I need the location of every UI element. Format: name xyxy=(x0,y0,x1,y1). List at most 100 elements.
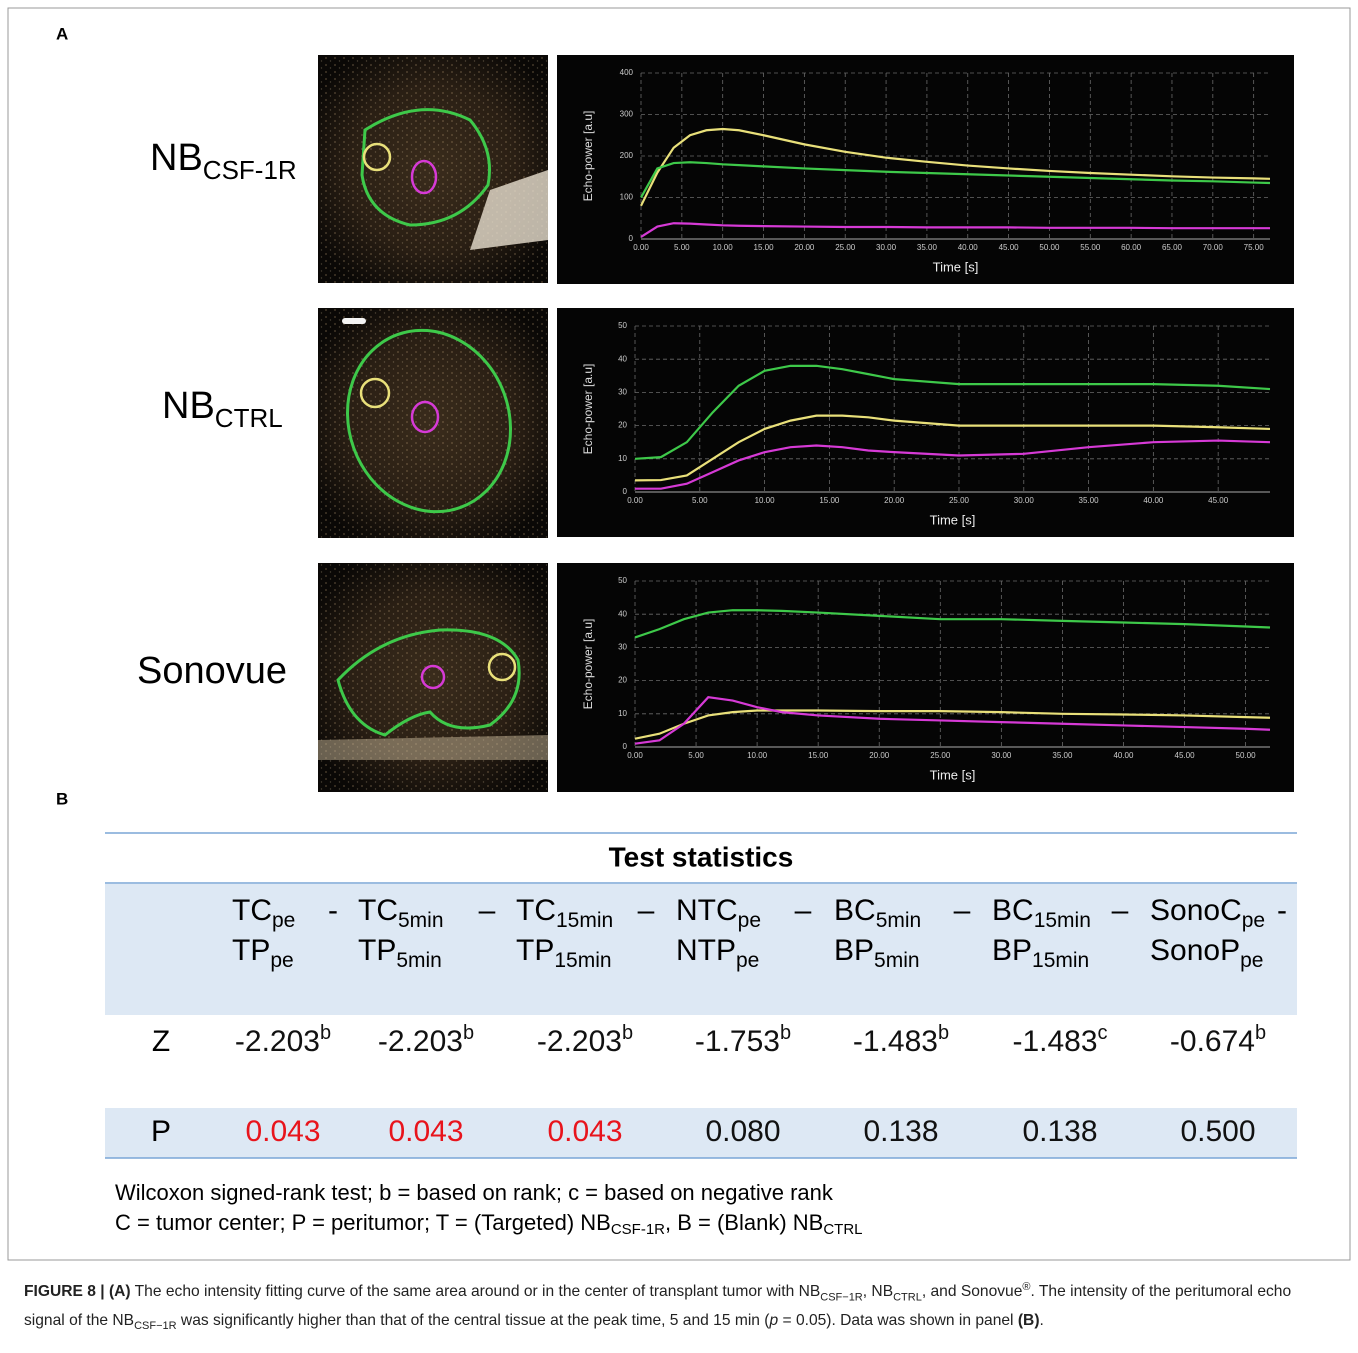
x-tick-label: 15.00 xyxy=(808,751,829,760)
x-tick-label: 45.00 xyxy=(999,243,1020,252)
row-label: Sonovue xyxy=(137,650,287,692)
header-sub: 5min xyxy=(876,909,922,932)
x-axis-label: Time [s] xyxy=(930,512,976,527)
y-tick-label: 50 xyxy=(618,576,627,585)
caption-text: CSF−1R xyxy=(134,1320,177,1332)
header-text: SonoP xyxy=(1150,934,1240,967)
footnote-sub: CTRL xyxy=(823,1221,862,1238)
cell-sup: b xyxy=(622,1022,633,1044)
y-tick-label: 10 xyxy=(618,454,627,463)
y-tick-label: 30 xyxy=(618,388,627,397)
y-axis-label: Echo-power [a.u] xyxy=(581,619,595,710)
header-text: TC xyxy=(516,894,556,927)
cell-text: 0.138 xyxy=(1022,1115,1097,1148)
caption: FIGURE 8 | (A) The echo intensity fittin… xyxy=(24,1276,1336,1338)
x-tick-label: 40.00 xyxy=(1143,496,1164,505)
cell-text: 0.043 xyxy=(388,1115,463,1148)
x-tick-label: 10.00 xyxy=(747,751,768,760)
cell-text: 0.043 xyxy=(245,1115,320,1148)
caption-text: FIGURE 8 | (A) xyxy=(24,1283,131,1300)
cell-sup: c xyxy=(1098,1022,1108,1044)
header-separator: - xyxy=(328,894,338,927)
x-tick-label: 40.00 xyxy=(1113,751,1134,760)
cell: -2.203b xyxy=(378,1022,474,1058)
header-separator: – xyxy=(795,894,812,927)
x-tick-label: 30.00 xyxy=(876,243,897,252)
x-tick-label: 20.00 xyxy=(884,496,905,505)
cell-text: 0.043 xyxy=(547,1115,622,1148)
row-label-sub: CSF-1R xyxy=(203,155,297,185)
x-tick-label: 15.00 xyxy=(754,243,775,252)
table-title: Test statistics xyxy=(609,841,794,872)
x-tick-label: 30.00 xyxy=(991,751,1012,760)
x-tick-label: 35.00 xyxy=(1079,496,1100,505)
caption-text: . xyxy=(1040,1312,1044,1329)
caption-text: (B) xyxy=(1018,1312,1040,1329)
header-sub: 15min xyxy=(1034,909,1091,932)
cell: 0.138 xyxy=(1022,1115,1097,1148)
x-tick-label: 45.00 xyxy=(1175,751,1196,760)
header-text: TC xyxy=(232,894,272,927)
cell: 0.043 xyxy=(245,1115,320,1148)
header-text: BC xyxy=(834,894,876,927)
cell: -0.674b xyxy=(1170,1022,1266,1058)
header-separator: – xyxy=(479,894,496,927)
header-separator: – xyxy=(954,894,971,927)
cell: -1.483c xyxy=(1012,1022,1107,1058)
x-tick-label: 25.00 xyxy=(835,243,856,252)
x-axis-label: Time [s] xyxy=(933,259,979,274)
header-sub: pe xyxy=(738,909,761,932)
cell-text: -2.203 xyxy=(537,1025,622,1058)
y-tick-label: 400 xyxy=(620,68,634,77)
y-tick-label: 200 xyxy=(620,151,634,160)
caption-text: was significantly higher than that of th… xyxy=(177,1312,770,1329)
ultrasound-image xyxy=(318,307,548,538)
y-tick-label: 30 xyxy=(618,643,627,652)
x-tick-label: 65.00 xyxy=(1162,243,1183,252)
x-tick-label: 10.00 xyxy=(713,243,734,252)
caption-text: CTRL xyxy=(893,1291,922,1303)
header-text: SonoC xyxy=(1150,894,1242,927)
panel-label: A xyxy=(56,24,68,43)
header-separator: – xyxy=(638,894,655,927)
table: Test statisticsTCpe-TPpeTC5min–TP5minTC1… xyxy=(105,833,1297,1238)
header-sub: pe xyxy=(736,949,759,972)
row-header: P xyxy=(151,1115,171,1148)
y-tick-label: 300 xyxy=(620,110,634,119)
row-label-text: NB xyxy=(150,137,203,179)
panel-label: B xyxy=(56,789,68,808)
header-text: BP xyxy=(834,934,874,967)
y-tick-label: 40 xyxy=(618,609,627,618)
cell-text: -2.203 xyxy=(378,1025,463,1058)
caption-text: The echo intensity fitting curve of the … xyxy=(131,1283,821,1300)
cell: 0.043 xyxy=(547,1115,622,1148)
caption-text: CSF−1R xyxy=(820,1291,863,1303)
caption-text: p xyxy=(769,1312,778,1329)
footnote-text: , B = (Blank) NB xyxy=(665,1210,823,1235)
cell-text: 0.138 xyxy=(863,1115,938,1148)
header-separator: - xyxy=(1277,894,1287,927)
cell-text: -2.203 xyxy=(235,1025,320,1058)
cell-text: -1.483 xyxy=(853,1025,938,1058)
caption-text: , and Sonovue xyxy=(922,1283,1023,1300)
y-tick-label: 10 xyxy=(618,709,627,718)
row-label-text: Sonovue xyxy=(137,650,287,692)
header-sub: 5min xyxy=(396,949,442,972)
cell: 0.080 xyxy=(705,1115,780,1148)
y-tick-label: 0 xyxy=(623,742,628,751)
x-axis-label: Time [s] xyxy=(930,767,976,782)
header-sub: pe xyxy=(270,949,293,972)
y-tick-label: 0 xyxy=(629,234,634,243)
x-tick-label: 20.00 xyxy=(794,243,815,252)
footnote-text: Wilcoxon signed-rank test; b = based on … xyxy=(115,1180,834,1205)
cell-sup: b xyxy=(938,1022,949,1044)
x-tick-label: 10.00 xyxy=(755,496,776,505)
x-tick-label: 20.00 xyxy=(869,751,890,760)
cell-text: 0.080 xyxy=(705,1115,780,1148)
x-tick-label: 35.00 xyxy=(917,243,938,252)
x-tick-label: 5.00 xyxy=(674,243,690,252)
caption-text: = 0.05). Data was shown in panel xyxy=(778,1312,1018,1329)
header-sub: 5min xyxy=(874,949,920,972)
header-text: TP xyxy=(232,934,270,967)
figure: ABNBCSF-1RNBCTRLSonovue01002003004000.00… xyxy=(0,0,1358,1268)
